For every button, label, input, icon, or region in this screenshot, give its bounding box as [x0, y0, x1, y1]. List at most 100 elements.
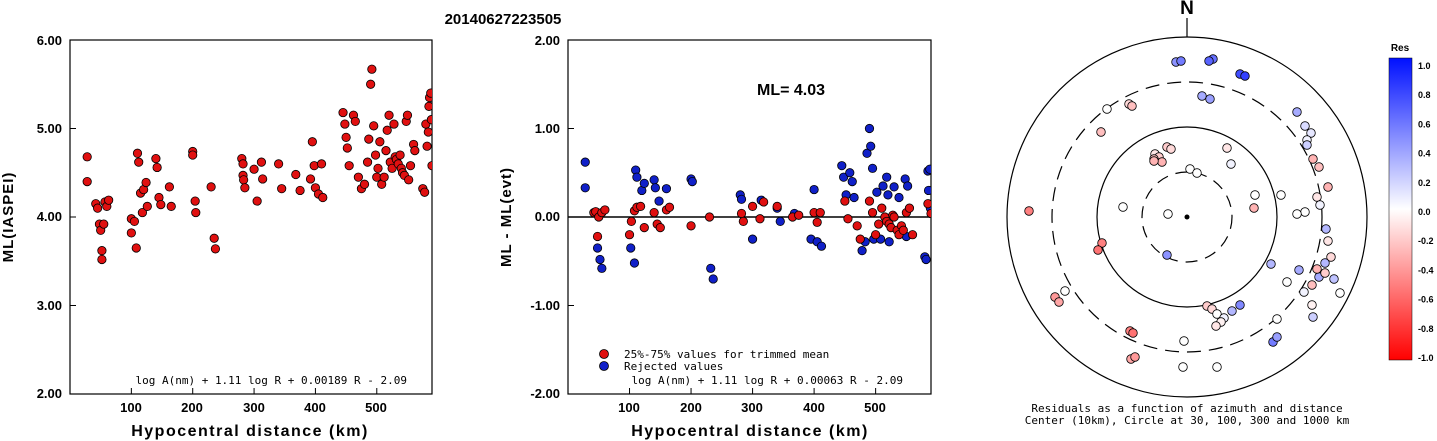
ml-point — [291, 169, 301, 180]
rejected-point — [629, 258, 640, 268]
ml-point — [318, 192, 328, 203]
ml-point — [307, 137, 317, 147]
ml-point — [362, 157, 373, 167]
ml-point — [341, 132, 351, 142]
ml-point — [258, 174, 268, 184]
trimmed-point — [852, 221, 862, 231]
left-y-tick: 5.00 — [37, 121, 62, 136]
ml-point — [316, 159, 327, 169]
ml-value-label: ML= 4.03 — [757, 82, 825, 99]
station-residual-point — [1315, 200, 1325, 210]
trimmed-point — [664, 202, 675, 212]
middle-y-tick: 1.00 — [535, 121, 560, 136]
ml-point — [338, 107, 348, 118]
trimmed-point — [794, 210, 804, 220]
station-residual-point — [1282, 277, 1292, 287]
trimmed-point — [904, 203, 915, 213]
ml-point — [423, 127, 432, 137]
ml-point — [373, 163, 383, 173]
trimmed-point — [864, 196, 875, 206]
ml-point — [82, 177, 92, 187]
ml-point — [93, 203, 103, 213]
rejected-point — [706, 263, 716, 273]
ml-point — [164, 182, 174, 192]
trimmed-point — [626, 216, 636, 227]
station-residual-point — [1292, 209, 1302, 219]
ml-point — [104, 195, 114, 205]
ml-point — [132, 148, 143, 158]
middle-x-tick: 200 — [680, 400, 702, 415]
rejected-point — [747, 234, 758, 244]
station-residual-point — [1212, 309, 1222, 319]
ml-point — [238, 159, 248, 169]
middle-x-tick: 100 — [618, 400, 640, 415]
center-dot — [1184, 214, 1190, 220]
station-residual-point — [1149, 156, 1159, 166]
station-residual-point — [1272, 332, 1282, 342]
colorbar-label: -0.2 — [1418, 236, 1434, 246]
residual-colorbar: Res 1.0 0.8 0.6 0.4 0.2 0.0 -0.2 -0.4 -0.6 -0.8 -1… — [1388, 43, 1434, 363]
ml-point — [295, 185, 305, 196]
station-residual-point — [1130, 352, 1140, 362]
ml-point — [190, 196, 200, 206]
station-residual-point — [1192, 168, 1202, 178]
rejected-point — [878, 181, 888, 191]
station-residual-point — [1097, 238, 1107, 248]
station-residual-point — [1299, 287, 1309, 297]
station-residual-point — [1249, 203, 1259, 213]
ml-point — [249, 164, 259, 174]
station-residual-point — [1060, 286, 1070, 296]
station-residual-point — [1308, 312, 1318, 322]
rejected-point — [866, 141, 876, 151]
left-axis-ticks — [70, 39, 378, 395]
trimmed-point — [772, 201, 782, 211]
trimmed-point — [755, 214, 765, 224]
station-residual-point — [1250, 190, 1260, 200]
station-residual-point — [1163, 209, 1173, 219]
trimmed-point — [874, 219, 884, 229]
colorbar-label: 0.6 — [1418, 119, 1431, 129]
middle-y-axis-label: ML - ML(evt) — [498, 167, 515, 267]
rejected-point — [597, 263, 607, 273]
trimmed-point — [889, 212, 899, 222]
trimmed-point — [635, 201, 646, 211]
middle-x-tick: 500 — [864, 400, 886, 415]
ml-point — [156, 200, 166, 210]
colorbar-label: 0.8 — [1418, 90, 1431, 100]
ml-point — [97, 246, 107, 256]
rejected-point — [816, 241, 827, 251]
rejected-point — [847, 177, 857, 187]
legend-rejected-marker — [599, 361, 609, 371]
station-residual-point — [1205, 94, 1215, 104]
ml-point — [405, 161, 416, 171]
ml-point — [353, 172, 363, 182]
legend-trimmed-marker — [599, 349, 609, 359]
ml-point — [369, 121, 379, 131]
trimmed-point — [926, 208, 931, 219]
rejected-point — [661, 184, 672, 194]
colorbar-label: -1.0 — [1418, 353, 1434, 363]
ml-point — [426, 88, 432, 98]
station-residual-point — [1178, 362, 1188, 372]
station-residual-point — [1312, 192, 1322, 202]
station-residual-point — [1212, 362, 1222, 372]
left-x-tick: 300 — [243, 400, 265, 415]
rejected-point — [849, 192, 859, 203]
left-x-tick: 200 — [181, 400, 203, 415]
rejected-point — [650, 183, 660, 193]
station-residual-point — [1102, 104, 1112, 114]
ml-point — [344, 161, 354, 171]
ml-point — [370, 150, 381, 160]
rejected-point — [687, 177, 697, 187]
rejected-point — [580, 157, 590, 167]
middle-x-tick: 300 — [741, 400, 763, 415]
ml-point — [239, 175, 249, 185]
ml-point — [402, 110, 413, 120]
ml-point — [209, 233, 219, 243]
ml-point — [424, 101, 432, 111]
station-residual-point — [1320, 268, 1330, 278]
ml-point — [131, 243, 141, 253]
rejected-point — [864, 123, 875, 134]
rejected-point — [867, 163, 878, 173]
station-residual-point — [1197, 91, 1207, 101]
